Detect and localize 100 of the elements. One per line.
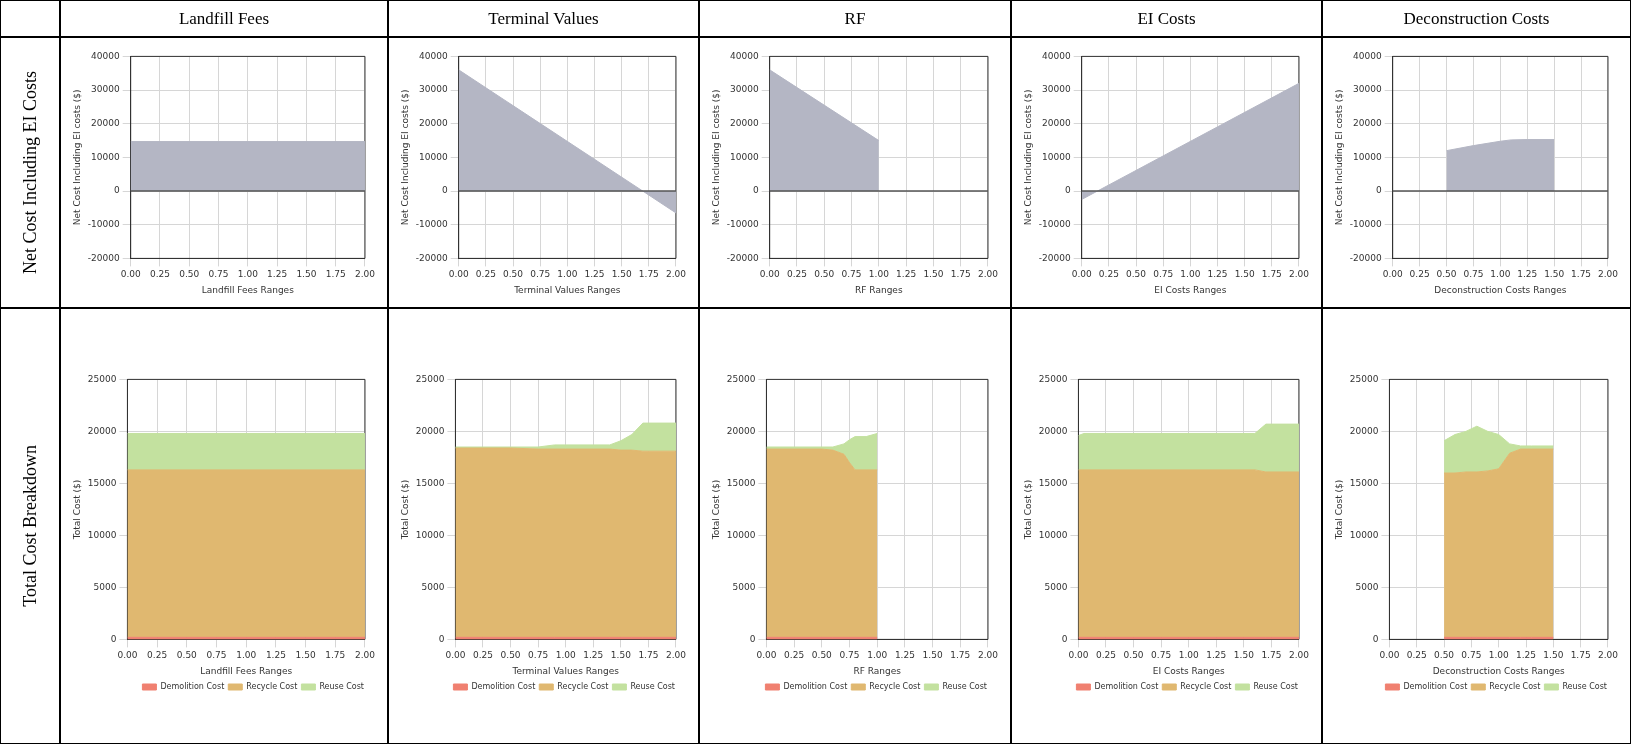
y-tick-label: 10000 [91,151,120,162]
y-tick-label: 0 [113,184,120,195]
y-tick-label: 5000 [1044,581,1068,592]
y-tick-label: 10000 [1042,151,1071,162]
x-tick-label: 1.25 [1207,268,1228,279]
x-tick-label: 0.25 [1409,268,1430,279]
y-tick-label: 25000 [87,373,117,384]
y-tick-label: -20000 [1349,252,1382,263]
x-tick-label: 1.50 [1544,268,1565,279]
x-tick-label: 1.75 [1571,268,1592,279]
y-tick-label: -10000 [415,218,448,229]
y-axis-title: Net Cost Including EI costs ($) [1022,89,1033,225]
x-tick-label: 0.50 [179,268,200,279]
y-tick-label: -20000 [726,252,759,263]
y-tick-label: 40000 [1353,50,1382,61]
x-axis-title: Terminal Values Ranges [511,665,620,676]
y-tick-label: 0 [110,633,117,644]
x-tick-label: 0.50 [176,650,198,661]
x-tick-label: 1.75 [638,268,659,279]
legend-label: Reuse Cost [319,682,364,692]
x-tick-label: 0.25 [1095,650,1117,661]
y-tick-label: 10000 [1353,151,1382,162]
x-tick-label: 1.50 [296,268,317,279]
legend-label: Recycle Cost [869,682,921,692]
x-tick-label: 0.25 [149,268,170,279]
legend-label: Reuse Cost [1253,682,1298,692]
x-tick-label: 0.75 [206,650,227,661]
x-tick-label: 2.00 [1288,650,1310,661]
y-tick-label: -10000 [1038,218,1071,229]
y-tick-label: -10000 [726,218,759,229]
x-axis-title: Landfill Fees Ranges [201,284,295,295]
y-tick-label: 0 [752,184,759,195]
y-tick-label: 30000 [1042,83,1071,94]
x-tick-label: 0.50 [814,268,835,279]
x-tick-label: 0.25 [475,268,496,279]
legend-label: Recycle Cost [1489,682,1541,692]
x-tick-label: 1.00 [1180,268,1201,279]
legend-label: Demolition Cost [1403,682,1468,692]
x-tick-label: 0.00 [445,650,466,661]
y-tick-label: 5000 [421,581,445,592]
x-tick-label: 0.00 [117,650,138,661]
y-tick-label: 5000 [732,581,756,592]
legend-label: Recycle Cost [246,682,298,692]
x-tick-label: 1.50 [923,268,944,279]
x-tick-label: 0.75 [1461,650,1482,661]
y-tick-label: 0 [441,184,448,195]
x-axis-title: EI Costs Ranges [1152,665,1225,676]
x-tick-label: 2.00 [1597,268,1619,279]
y-tick-label: 10000 [419,151,448,162]
legend-label: Reuse Cost [630,682,675,692]
x-tick-label: 0.25 [786,268,807,279]
y-tick-label: 30000 [730,83,759,94]
y-tick-label: 15000 [726,477,756,488]
y-tick-label: 20000 [415,425,445,436]
category-label: Total Cost Breakdown [19,445,40,607]
x-tick-label: 0.50 [1436,268,1457,279]
x-tick-label: 1.00 [1490,268,1511,279]
x-tick-label: 0.25 [472,650,494,661]
x-axis-title: Landfill Fees Ranges [200,665,293,676]
y-tick-label: 5000 [93,581,117,592]
x-axis-title: Terminal Values Ranges [513,284,621,295]
x-tick-label: 0.25 [1098,268,1119,279]
x-tick-label: 0.00 [120,268,141,279]
x-tick-label: 1.50 [1543,650,1564,661]
x-tick-label: 1.00 [236,650,257,661]
y-tick-label: 10000 [730,151,759,162]
x-tick-label: 2.00 [354,268,376,279]
x-tick-label: 1.00 [555,650,576,661]
x-tick-label: 0.50 [1125,268,1147,279]
y-axis-title: Net Cost Including EI costs ($) [399,89,410,225]
x-tick-label: 1.75 [950,268,971,279]
legend-label: Recycle Cost [1180,682,1232,692]
x-axis-title: Deconstruction Costs Ranges [1432,665,1566,676]
y-tick-label: 15000 [87,477,117,488]
x-tick-label: 0.75 [1463,268,1484,279]
category-label: EI Costs [1137,8,1196,29]
x-tick-label: 2.00 [1288,268,1310,279]
y-axis-title: Net Cost Including EI costs ($) [1333,89,1344,225]
y-tick-label: 25000 [726,373,756,384]
y-tick-label: 10000 [1038,529,1068,540]
x-tick-label: 1.25 [896,268,917,279]
x-axis-title: RF Ranges [855,284,903,295]
x-tick-label: 2.00 [665,268,687,279]
category-label: Terminal Values [488,8,599,29]
x-tick-label: 2.00 [977,650,999,661]
y-axis-title: Net Cost Including EI costs ($) [71,89,82,225]
y-tick-label: 25000 [1349,373,1379,384]
legend-label: Demolition Cost [471,682,536,692]
x-tick-label: 1.00 [1488,650,1509,661]
y-tick-label: 30000 [419,83,448,94]
y-tick-label: 40000 [419,50,448,61]
x-tick-label: 1.25 [265,650,286,661]
y-tick-label: 0 [1375,184,1382,195]
legend-label: Reuse Cost [1562,682,1607,692]
x-tick-label: 1.75 [1261,268,1282,279]
category-label: Landfill Fees [178,8,270,29]
x-tick-label: 1.50 [1234,268,1255,279]
x-tick-label: 0.00 [1379,650,1400,661]
y-tick-label: 15000 [1038,477,1068,488]
x-axis-title: Deconstruction Costs Ranges [1434,284,1567,295]
